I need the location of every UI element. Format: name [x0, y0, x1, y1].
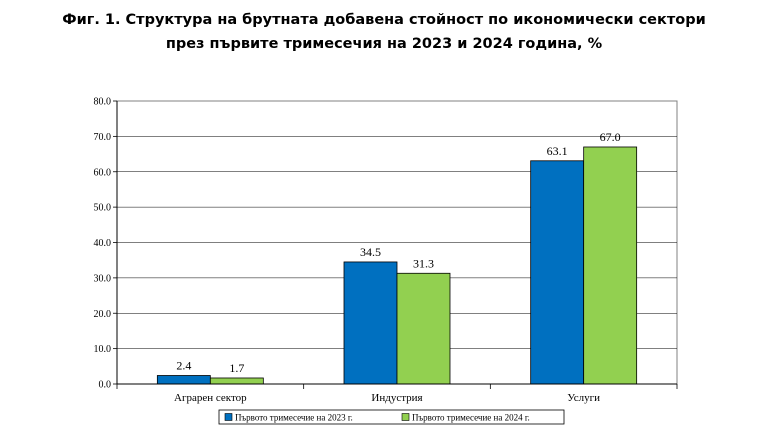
y-tick-label: 40.0	[94, 238, 112, 249]
data-label: 63.1	[547, 144, 568, 158]
chart-title-line2: през първите тримесечия на 2023 и 2024 г…	[165, 36, 603, 52]
legend-swatch	[401, 413, 410, 421]
bar	[396, 272, 451, 385]
legend-label: Първото тримесечие на 2024 г.	[412, 413, 530, 423]
chart-title: Фиг. 1. Структура на брутната добавена с…	[0, 8, 768, 56]
data-label: 2.4	[176, 359, 191, 373]
y-tick-label: 80.0	[94, 97, 112, 108]
bar	[343, 261, 398, 385]
legend-label: Първото тримесечие на 2023 г.	[235, 413, 353, 423]
bar	[156, 375, 211, 385]
legend-box	[218, 409, 565, 425]
y-tick-label: 60.0	[94, 167, 112, 178]
x-tick-label: Услуги	[567, 392, 600, 404]
y-tick-label: 10.0	[94, 344, 112, 355]
data-label: 67.0	[600, 130, 621, 144]
chart-title-line1: Фиг. 1. Структура на брутната добавена с…	[62, 12, 706, 28]
data-label: 34.5	[360, 245, 381, 259]
legend-swatch	[224, 413, 233, 421]
bar	[209, 377, 264, 385]
y-tick-label: 70.0	[94, 132, 112, 143]
x-axis: Аграрен сектор Индустрия Услуги	[116, 383, 678, 404]
bars: 2.4 1.7 34.5 31.3 63.1 67.0	[156, 130, 638, 385]
bar	[530, 160, 585, 385]
y-tick-label: 0.0	[99, 380, 112, 391]
y-axis: 0.0 10.0 20.0 30.0 40.0 50.0 60.0 70.0 80.0	[94, 97, 118, 391]
x-tick-label: Индустрия	[371, 392, 422, 404]
y-tick-label: 50.0	[94, 203, 112, 214]
y-tick-label: 20.0	[94, 309, 112, 320]
x-tick-label: Аграрен сектор	[174, 392, 247, 404]
data-label: 1.7	[229, 361, 244, 375]
bar	[583, 146, 638, 385]
legend: Първото тримесечие на 2023 г. Първото три…	[218, 409, 565, 425]
data-label: 31.3	[413, 256, 434, 270]
y-tick-label: 30.0	[94, 273, 112, 284]
